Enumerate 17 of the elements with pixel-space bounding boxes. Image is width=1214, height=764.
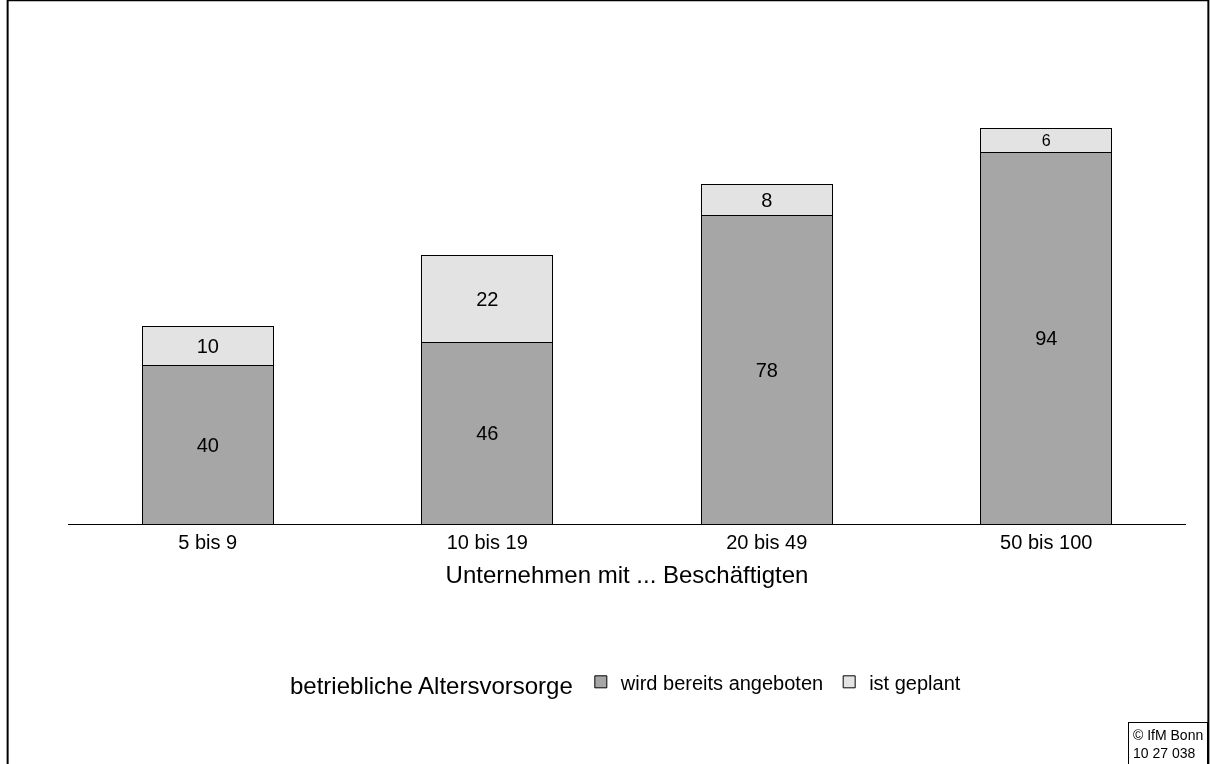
- x-tick-label: 5 bis 9: [178, 531, 238, 553]
- x-axis-title: Unternehmen mit ... Beschäftigten: [445, 561, 809, 589]
- x-tick-label: 10 bis 19: [446, 531, 528, 553]
- data-label: 22: [476, 287, 499, 310]
- legend-label: wird bereits angeboten: [619, 671, 824, 694]
- data-label: 8: [761, 188, 773, 211]
- legend-label: ist geplant: [869, 671, 961, 694]
- legend-title: betriebliche Altersvorsorge: [290, 671, 573, 699]
- data-label: 6: [1041, 131, 1051, 150]
- text: © IfM Bonn 10 27 038: [1133, 727, 1204, 762]
- data-label: 78: [755, 358, 778, 381]
- x-tick-label: 20 bis 49: [726, 531, 808, 553]
- data-label: 40: [196, 433, 219, 456]
- data-label: 94: [1035, 327, 1058, 350]
- data-label: 46: [476, 422, 499, 445]
- data-label: 10: [196, 335, 219, 358]
- x-tick-label: 50 bis 100: [1000, 531, 1093, 553]
